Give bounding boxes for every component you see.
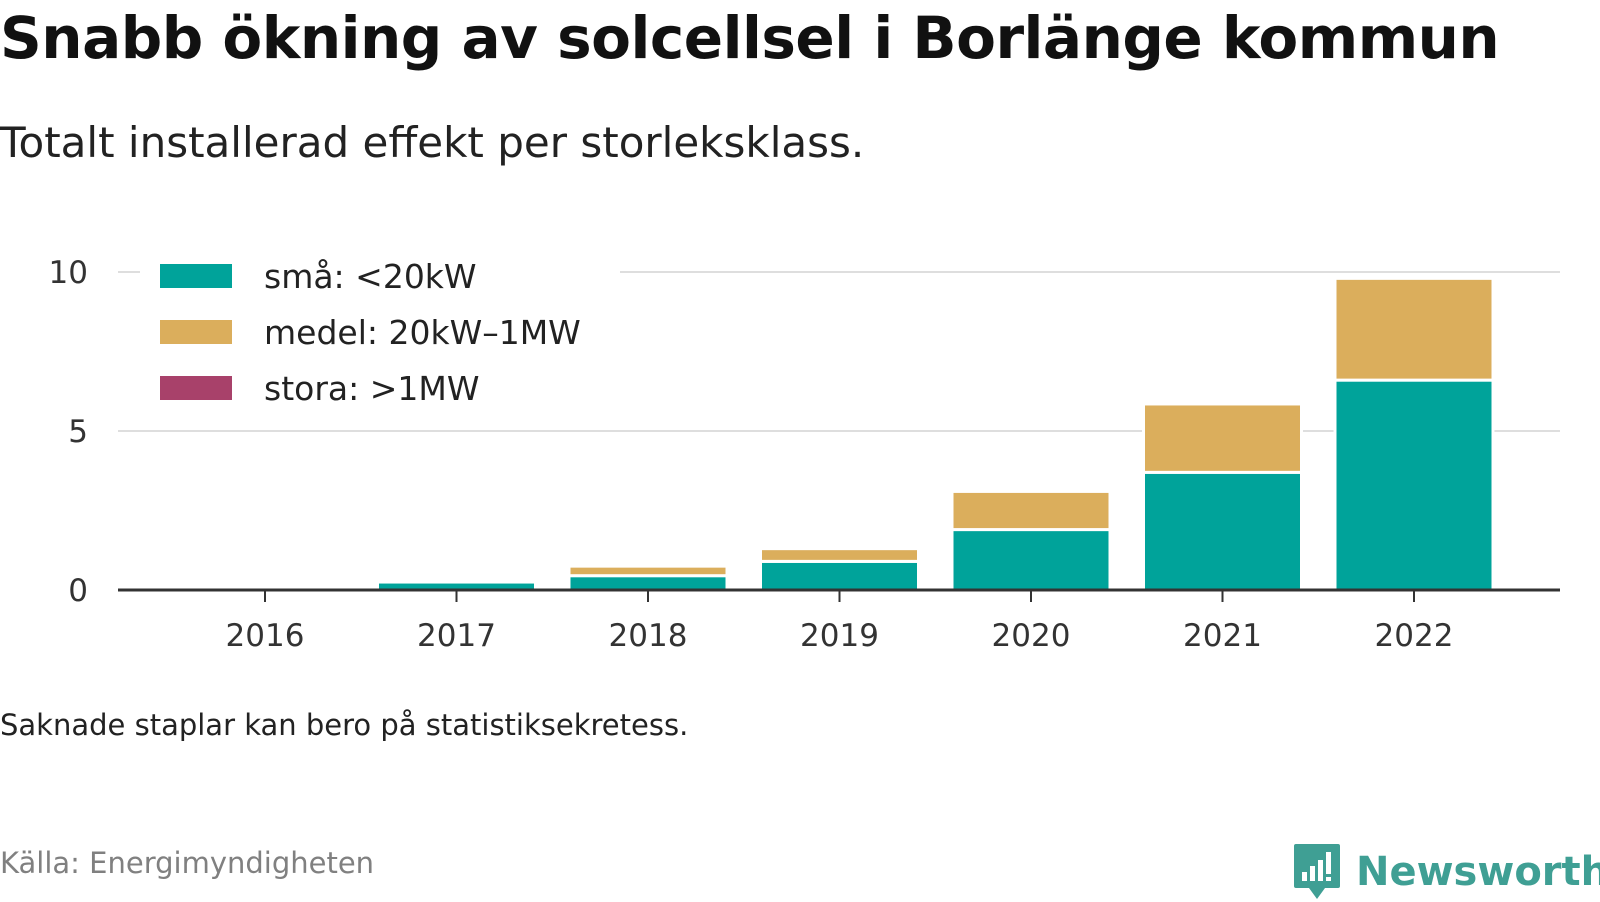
bar-segment: [567, 574, 729, 592]
legend-swatch: [160, 320, 232, 344]
legend-label: små: <20kW: [264, 257, 477, 296]
x-tick-label: 2016: [226, 618, 305, 654]
bar-segment: [1333, 378, 1495, 592]
legend-label: medel: 20kW–1MW: [264, 313, 581, 352]
bar-segment: [759, 559, 920, 592]
x-tick-label: 2017: [417, 618, 496, 654]
x-tick-label: 2019: [800, 618, 879, 654]
legend: små: <20kW medel: 20kW–1MW stora: >1MW: [140, 242, 620, 420]
x-tick-label: 2022: [1375, 618, 1454, 654]
stacked-bar-chart: 0 5 10 2016 2017 2018 2019 2020 2021 2022 små: <2…: [49, 242, 1560, 654]
x-tick-label: 2021: [1183, 618, 1262, 654]
y-tick-label: 10: [49, 255, 88, 291]
legend-swatch: [160, 376, 232, 400]
chart-title: Snabb ökning av solcellsel i Borlänge ko…: [0, 4, 1500, 72]
bar-segment: [1142, 470, 1303, 592]
bar-segment: [950, 489, 1112, 532]
bar-segment: [1333, 276, 1495, 382]
axes: 0 5 10 2016 2017 2018 2019 2020 2021 2022: [49, 255, 1560, 654]
footnote: Saknade staplar kan bero på statistiksek…: [0, 708, 689, 742]
brand-name: Newsworthy: [1356, 849, 1600, 895]
bar-segment: [759, 547, 920, 563]
chart-subtitle: Totalt installerad effekt per storlekskl…: [0, 118, 865, 167]
newsworthy-logo-icon: [1294, 844, 1340, 899]
x-tick-label: 2018: [609, 618, 688, 654]
bar-segment: [567, 564, 729, 578]
bar-segment: [1142, 402, 1303, 474]
source-note: Källa: Energimyndigheten: [0, 846, 375, 880]
y-tick-label: 5: [68, 414, 88, 450]
legend-label: stora: >1MW: [264, 369, 479, 408]
y-tick-label: 0: [68, 573, 88, 609]
x-tick-label: 2020: [992, 618, 1071, 654]
legend-swatch: [160, 264, 232, 288]
brand-logo-group: Newsworthy: [1292, 842, 1600, 902]
bar-segment: [950, 528, 1112, 592]
